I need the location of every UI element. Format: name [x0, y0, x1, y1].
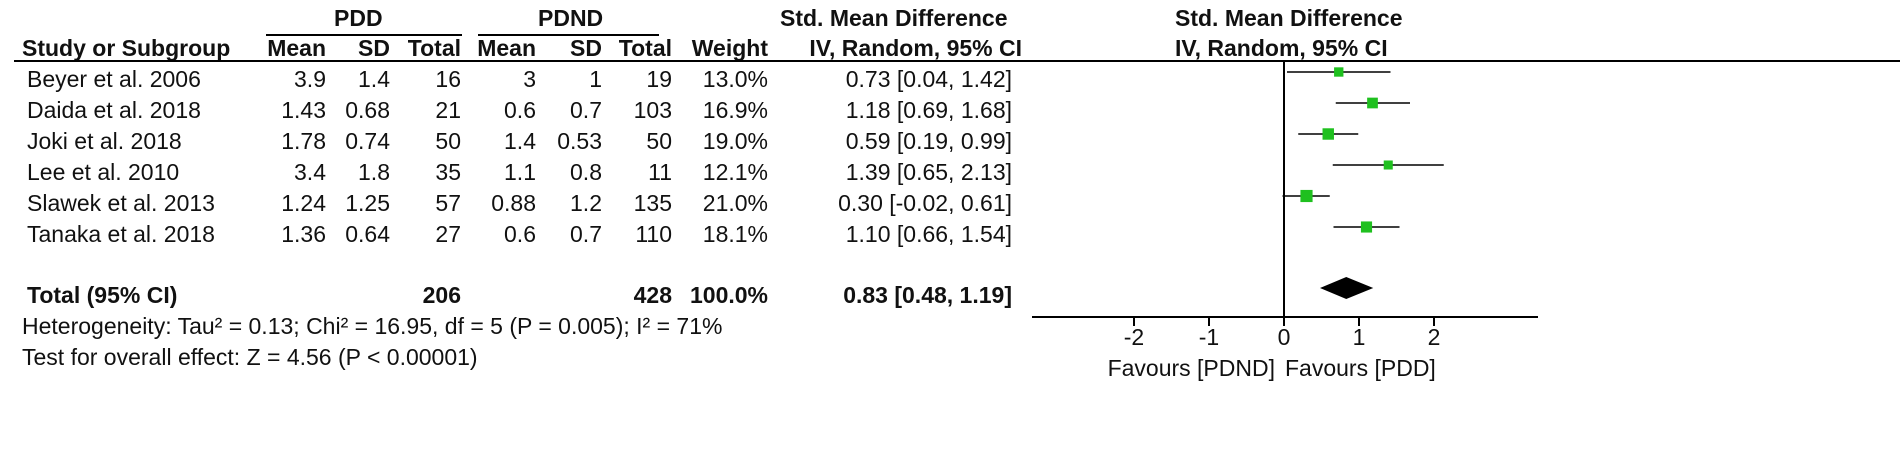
effect-marker — [1367, 97, 1378, 109]
weight: 12.1% — [702, 159, 768, 185]
column-header-plot-ci: IV, Random, 95% CI — [1175, 35, 1388, 61]
mean-pdd: 1.24 — [281, 190, 326, 216]
smd-column-title: Std. Mean Difference — [780, 5, 1008, 31]
sd-pdd: 0.64 — [345, 221, 390, 247]
column-header-smd-ci: IV, Random, 95% CI — [809, 35, 1022, 61]
study-name: Daida et al. 2018 — [27, 97, 201, 123]
total-pdnd: 110 — [635, 221, 672, 247]
x-tick-label: 0 — [1277, 324, 1291, 350]
total-pdnd: 19 — [646, 66, 672, 92]
effect-marker — [1360, 221, 1373, 233]
column-header-sd-pdnd: SD — [570, 35, 602, 61]
mean-pdnd: 0.6 — [504, 97, 536, 123]
group-header-pdd: PDD — [334, 5, 383, 31]
total-pdd: 21 — [435, 97, 461, 123]
total-pdd: 16 — [435, 66, 461, 92]
total-pdnd: 50 — [646, 128, 672, 154]
sd-pdnd: 0.7 — [570, 221, 602, 247]
pdnd-underline — [478, 34, 659, 36]
sd-pdnd: 1.2 — [570, 190, 602, 216]
total-pdnd: 135 — [633, 190, 672, 216]
study-name: Tanaka et al. 2018 — [27, 221, 215, 247]
study-name: Joki et al. 2018 — [27, 128, 182, 154]
header-underline — [14, 60, 1900, 62]
effect-marker — [1334, 67, 1344, 77]
weight: 13.0% — [702, 66, 768, 92]
column-header-total-pdd: Total — [407, 35, 461, 61]
group-header-pdnd: PDND — [538, 5, 604, 31]
sd-pdnd: 0.53 — [557, 128, 602, 154]
effect-marker — [1383, 160, 1393, 170]
mean-pdd: 1.36 — [281, 221, 326, 247]
column-header-weight: Weight — [691, 35, 768, 61]
x-tick-label: -1 — [1198, 324, 1220, 350]
sd-pdnd: 0.8 — [570, 159, 602, 185]
sd-pdnd: 0.7 — [570, 97, 602, 123]
total-smd-ci: 0.83 [0.48, 1.19] — [843, 282, 1012, 308]
mean-pdnd: 0.6 — [504, 221, 536, 247]
smd-ci: 1.39 [0.65, 2.13] — [845, 159, 1012, 185]
favours-right-label: Favours [PDD] — [1285, 355, 1436, 381]
total-pdnd: 103 — [633, 97, 672, 123]
column-header-study: Study or Subgroup — [22, 35, 231, 61]
total-weight: 100.0% — [689, 282, 768, 308]
total-pdd: 35 — [435, 159, 461, 185]
weight: 19.0% — [702, 128, 768, 154]
mean-pdnd: 3 — [523, 66, 536, 92]
total-pdd: 57 — [435, 190, 461, 216]
weight: 16.9% — [702, 97, 768, 123]
total-pdd: 27 — [435, 221, 461, 247]
study-name: Beyer et al. 2006 — [27, 66, 201, 92]
sd-pdd: 1.4 — [358, 66, 390, 92]
column-header-sd-pdd: SD — [358, 35, 390, 61]
sd-pdnd: 1 — [589, 66, 602, 92]
sd-pdd: 0.74 — [345, 128, 390, 154]
weight: 18.1% — [702, 221, 768, 247]
x-tick-label: 1 — [1352, 324, 1366, 350]
smd-ci: 0.59 [0.19, 0.99] — [845, 128, 1012, 154]
total-pdnd: 11 — [648, 159, 672, 185]
mean-pdnd: 1.4 — [504, 128, 536, 154]
sd-pdd: 0.68 — [345, 97, 390, 123]
study-name: Slawek et al. 2013 — [27, 190, 215, 216]
column-header-mean-pdnd: Mean — [477, 35, 536, 61]
mean-pdd: 1.43 — [281, 97, 326, 123]
mean-pdnd: 1.1 — [504, 159, 536, 185]
column-header-total-pdnd: Total — [618, 35, 672, 61]
total-pdd: 206 — [422, 282, 461, 308]
smd-ci: 1.18 [0.69, 1.68] — [845, 97, 1012, 123]
smd-ci: 0.30 [-0.02, 0.61] — [838, 190, 1012, 216]
total-pdnd: 428 — [633, 282, 672, 308]
total-pdd: 50 — [435, 128, 461, 154]
weight: 21.0% — [702, 190, 768, 216]
effect-marker — [1300, 189, 1313, 203]
mean-pdd: 1.78 — [281, 128, 326, 154]
favours-left-label: Favours [PDND] — [1107, 355, 1275, 381]
x-tick-label: 2 — [1427, 324, 1441, 350]
x-tick-label: -2 — [1123, 324, 1145, 350]
mean-pdnd: 0.88 — [491, 190, 536, 216]
study-name: Lee et al. 2010 — [27, 159, 180, 185]
plot-column-title: Std. Mean Difference — [1175, 5, 1403, 31]
total-label: Total (95% CI) — [27, 282, 178, 308]
smd-ci: 0.73 [0.04, 1.42] — [845, 66, 1012, 92]
pdd-underline — [266, 34, 462, 36]
overall-effect-text: Test for overall effect: Z = 4.56 (P < 0… — [22, 344, 478, 370]
mean-pdd: 3.9 — [294, 66, 326, 92]
sd-pdd: 1.8 — [358, 159, 390, 185]
mean-pdd: 3.4 — [294, 159, 326, 185]
effect-marker — [1322, 128, 1334, 140]
heterogeneity-text: Heterogeneity: Tau² = 0.13; Chi² = 16.95… — [22, 313, 723, 339]
smd-ci: 1.10 [0.66, 1.54] — [845, 221, 1012, 247]
sd-pdd: 1.25 — [345, 190, 390, 216]
pooled-effect-diamond — [1320, 277, 1374, 299]
column-header-mean-pdd: Mean — [267, 35, 326, 61]
